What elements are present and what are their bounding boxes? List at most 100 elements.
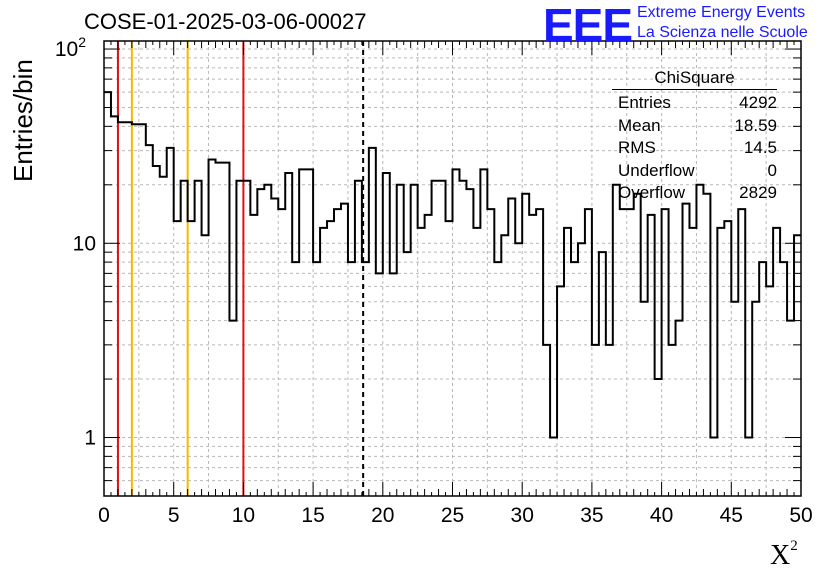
histogram-bin bbox=[501, 235, 508, 496]
histogram-bin bbox=[146, 145, 153, 496]
histogram-bin bbox=[627, 209, 634, 496]
histogram-bin bbox=[139, 124, 146, 496]
histogram-bin bbox=[585, 209, 592, 496]
stats-row-underflow: Underflow 0 bbox=[618, 160, 777, 180]
histogram-bin bbox=[522, 194, 529, 496]
y-tick-label: 102 bbox=[55, 34, 86, 61]
histogram-bin bbox=[355, 181, 362, 496]
histogram-bin bbox=[209, 159, 216, 496]
histogram-bin bbox=[669, 345, 676, 496]
histogram-bin bbox=[418, 228, 425, 496]
histogram-bin bbox=[473, 228, 480, 496]
histogram-bin bbox=[257, 189, 264, 496]
histogram-bin bbox=[529, 215, 536, 496]
histogram-bin bbox=[717, 228, 724, 496]
histogram-bin bbox=[557, 286, 564, 496]
histogram-bin bbox=[599, 252, 606, 496]
stats-row-entries: Entries 4292 bbox=[618, 93, 777, 112]
histogram-bin bbox=[313, 262, 320, 496]
histogram-bin bbox=[250, 215, 257, 496]
histogram-bin bbox=[773, 228, 780, 496]
histogram-bin bbox=[327, 221, 334, 496]
stats-box: ChiSquare Entries 4292 Mean 18.59 RMS 14.5 … bbox=[612, 68, 777, 205]
x-tick-label: 20 bbox=[371, 504, 394, 527]
histogram-bin bbox=[243, 181, 250, 496]
histogram-bin bbox=[759, 262, 766, 496]
histogram-bin bbox=[369, 148, 376, 496]
histogram-bin bbox=[578, 243, 585, 496]
histogram-bin bbox=[780, 262, 787, 496]
histogram-bin bbox=[752, 302, 759, 496]
x-tick-label: 10 bbox=[232, 504, 255, 527]
histogram-bin bbox=[571, 262, 578, 496]
histogram-bin bbox=[508, 199, 515, 496]
histogram-bin bbox=[724, 221, 731, 496]
histogram-bin bbox=[689, 228, 696, 496]
histogram-bin bbox=[425, 215, 432, 496]
histogram-bin bbox=[188, 221, 195, 496]
histogram-bin bbox=[390, 273, 397, 496]
histogram-bin bbox=[229, 321, 236, 496]
histogram-bin bbox=[285, 173, 292, 496]
histogram-bin bbox=[787, 321, 794, 496]
histogram-bin bbox=[494, 262, 501, 496]
histogram-bin bbox=[334, 209, 341, 496]
stats-row-overflow: Overflow 2829 bbox=[618, 183, 777, 202]
logo-tagline-1: Extreme Energy Events bbox=[637, 4, 806, 21]
histogram-bin bbox=[648, 215, 655, 496]
histogram-bin bbox=[125, 122, 132, 496]
histogram-bin bbox=[160, 177, 167, 496]
histogram-bin bbox=[153, 166, 160, 496]
histogram-bin bbox=[738, 209, 745, 496]
y-tick-label: 1 bbox=[84, 427, 96, 450]
histogram-bin bbox=[320, 228, 327, 496]
histogram-bin bbox=[383, 173, 390, 496]
histogram-bin bbox=[710, 438, 717, 496]
histogram-bin bbox=[404, 252, 411, 496]
histogram-bin bbox=[271, 199, 278, 496]
histogram-bin bbox=[745, 438, 752, 496]
histogram-bin bbox=[606, 345, 613, 496]
x-tick-label: 35 bbox=[580, 504, 603, 527]
x-tick-label: 0 bbox=[98, 504, 110, 527]
x-tick-label: 50 bbox=[789, 504, 812, 527]
histogram-bin bbox=[731, 302, 738, 496]
histogram-bin bbox=[515, 243, 522, 496]
histogram-bin bbox=[362, 262, 369, 496]
histogram-bin bbox=[299, 169, 306, 496]
histogram-bin bbox=[459, 181, 466, 496]
eee-logo: EEE bbox=[543, 0, 633, 51]
y-axis-label: Entries/bin bbox=[8, 59, 38, 182]
histogram-bin bbox=[376, 273, 383, 496]
stats-row-mean: Mean 18.59 bbox=[618, 115, 777, 135]
histogram-bin bbox=[132, 124, 139, 496]
histogram-bin bbox=[306, 169, 313, 496]
chart-title: COSE-01-2025-03-06-00027 bbox=[84, 9, 367, 34]
histogram-bin bbox=[341, 204, 348, 496]
y-tick-exponent: 2 bbox=[78, 34, 86, 50]
histogram-bin bbox=[641, 302, 648, 496]
histogram-bin bbox=[236, 181, 243, 496]
histogram-bin bbox=[397, 185, 404, 496]
histogram-bin bbox=[167, 148, 174, 496]
histogram-bin bbox=[222, 163, 229, 496]
histogram-bin bbox=[111, 116, 118, 496]
histogram-bin bbox=[118, 122, 125, 496]
histogram-bin bbox=[292, 262, 299, 496]
histogram-bin bbox=[592, 345, 599, 496]
y-tick-label: 10 bbox=[73, 232, 96, 255]
histogram-bin bbox=[411, 185, 418, 496]
x-tick-label: 25 bbox=[441, 504, 464, 527]
histogram-bin bbox=[543, 345, 550, 496]
histogram-bin bbox=[432, 181, 439, 496]
histogram-bin bbox=[195, 181, 202, 496]
stats-box-title: ChiSquare bbox=[612, 68, 777, 90]
histogram-bin bbox=[696, 185, 703, 496]
logo-tagline-2: La Scienza nelle Scuole bbox=[637, 24, 808, 41]
histogram-bin bbox=[683, 204, 690, 496]
histogram-bin bbox=[655, 379, 662, 496]
histogram-bin bbox=[181, 181, 188, 496]
histogram-bin bbox=[564, 228, 571, 496]
histogram-bin bbox=[676, 321, 683, 496]
histogram-bin bbox=[202, 235, 209, 496]
